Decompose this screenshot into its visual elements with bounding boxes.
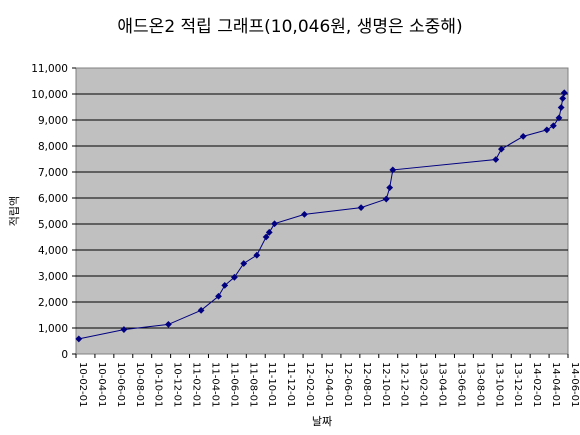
- data-point: [262, 233, 270, 241]
- x-tick-label: 11-06-01: [228, 362, 239, 407]
- x-tick-label: 13-10-01: [493, 362, 504, 407]
- x-tick-label: 12-12-01: [399, 362, 410, 407]
- y-tick-label: 2,000: [38, 297, 68, 309]
- x-tick-label: 12-08-01: [361, 362, 372, 407]
- y-tick-label: 4,000: [38, 245, 68, 257]
- x-tick-label: 11-02-01: [191, 362, 202, 407]
- data-point: [386, 184, 394, 191]
- x-tick-label: 14-06-01: [569, 362, 580, 407]
- x-tick-label: 11-10-01: [266, 362, 277, 407]
- x-tick-label: 11-04-01: [209, 362, 220, 407]
- y-tick-label: 9,000: [38, 115, 68, 127]
- data-point: [120, 326, 128, 333]
- data-point: [549, 122, 557, 130]
- data-point: [253, 251, 261, 259]
- data-point: [492, 156, 500, 163]
- x-tick-label: 10-02-01: [77, 362, 88, 407]
- chart-title: 애드온2 적립 그래프(10,046원, 생명은 소중해): [117, 17, 462, 37]
- y-axis-label: 적립액: [8, 196, 21, 226]
- x-tick-label: 13-06-01: [455, 362, 466, 407]
- data-point: [240, 260, 248, 267]
- y-axis: 0 1,000 2,000 3,000 4,000 5,000 6,000 7,000 8,00…: [31, 63, 76, 361]
- data-point: [555, 114, 563, 122]
- x-tick-label: 10-06-01: [115, 362, 126, 407]
- y-tick-label: 0: [61, 349, 68, 361]
- y-tick-label: 3,000: [38, 271, 68, 283]
- x-tick-label: 13-08-01: [474, 362, 485, 407]
- x-tick-label: 10-04-01: [96, 362, 107, 407]
- y-tick-label: 8,000: [38, 141, 68, 153]
- data-point: [271, 220, 278, 228]
- x-tick-label: 12-04-01: [323, 362, 334, 407]
- x-tick-label: 10-12-01: [172, 362, 183, 407]
- y-tick-label: 1,000: [38, 323, 68, 335]
- data-point: [230, 273, 238, 281]
- x-tick-label: 11-12-01: [285, 362, 296, 407]
- x-tick-label: 12-02-01: [304, 362, 315, 407]
- series-line: [75, 89, 568, 343]
- y-tick-label: 11,000: [31, 63, 68, 75]
- x-tick-label: 14-02-01: [531, 362, 542, 407]
- x-tick-label: 13-12-01: [512, 362, 523, 407]
- data-point: [165, 320, 172, 328]
- data-point: [519, 132, 527, 140]
- x-tick-label: 10-10-01: [153, 362, 164, 407]
- x-tick-label: 12-10-01: [380, 362, 391, 407]
- x-tick-label: 14-04-01: [550, 362, 561, 407]
- data-point: [301, 210, 308, 218]
- x-axis-label: 날짜: [312, 415, 332, 428]
- y-tick-label: 7,000: [38, 167, 68, 179]
- data-point: [560, 89, 568, 97]
- x-tick-label: 11-08-01: [247, 362, 258, 407]
- x-tick-label: 10-08-01: [134, 362, 145, 407]
- x-axis: 10-02-01 10-04-01 10-06-01 10-08-01 10-10-01…: [75, 354, 580, 407]
- data-point: [389, 166, 397, 174]
- data-point: [382, 195, 390, 203]
- data-point: [197, 306, 205, 314]
- data-point: [221, 281, 229, 289]
- data-point: [75, 335, 83, 343]
- y-tick-label: 10,000: [31, 89, 68, 101]
- x-tick-label: 12-06-01: [342, 362, 353, 407]
- plot-area: [75, 67, 569, 355]
- data-point: [265, 228, 273, 236]
- grid-lines: [76, 93, 568, 329]
- data-point: [357, 204, 365, 212]
- y-tick-label: 6,000: [38, 193, 68, 205]
- data-point: [498, 145, 505, 153]
- data-point: [559, 95, 567, 102]
- data-point: [543, 126, 551, 134]
- x-tick-label: 13-04-01: [437, 362, 448, 407]
- data-point: [557, 104, 565, 111]
- x-tick-label: 13-02-01: [418, 362, 429, 407]
- y-tick-label: 5,000: [38, 219, 68, 231]
- data-point: [215, 292, 222, 300]
